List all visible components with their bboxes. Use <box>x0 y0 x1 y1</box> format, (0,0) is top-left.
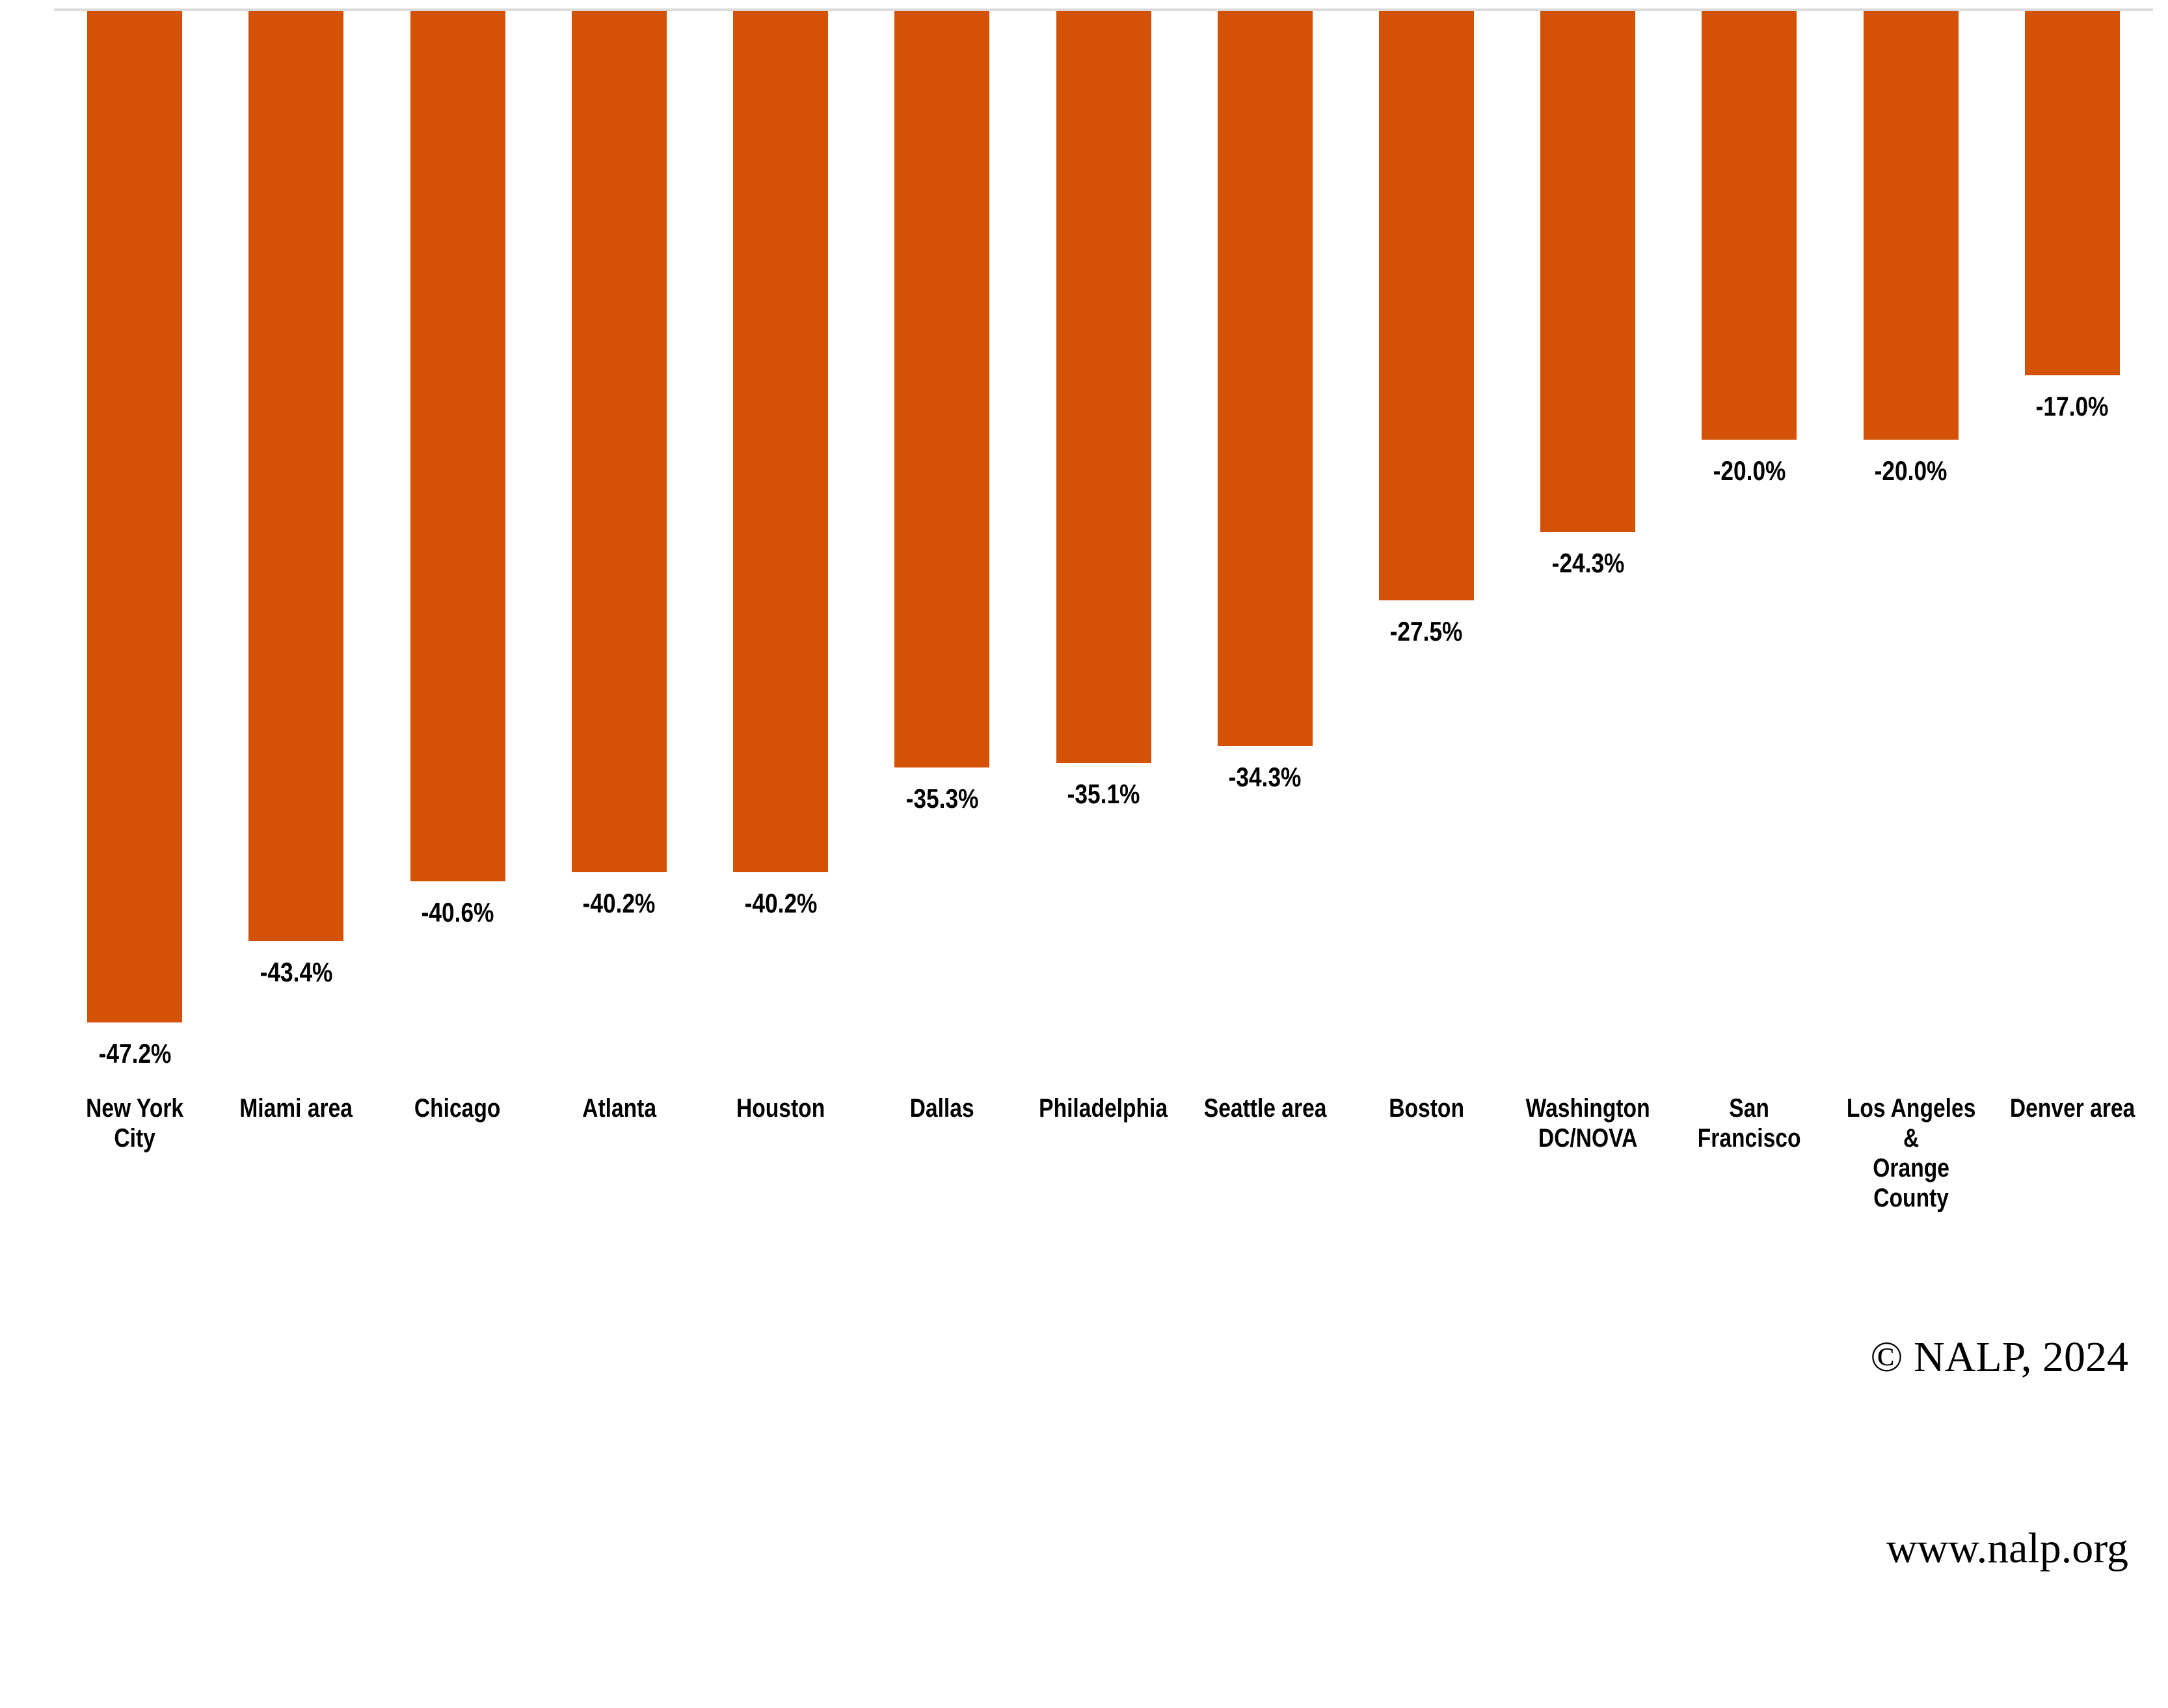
bar-value-label: -20.0% <box>1874 455 1947 486</box>
bar <box>894 11 990 767</box>
copyright-text: © NALP, 2024 <box>1870 1333 2128 1381</box>
bar-column: -20.0% <box>1830 11 1992 485</box>
bar <box>1540 11 1636 532</box>
bar-value-label: -47.2% <box>98 1038 172 1069</box>
category-label: Washington DC/NOVA <box>1525 1094 1650 1153</box>
bar-column: -43.4% <box>215 11 377 987</box>
bar-value-label: -27.5% <box>1390 616 1463 647</box>
chart-footer: © NALP, 2024 www.nalp.org <box>1870 1198 2128 1708</box>
bar-column: -35.3% <box>861 11 1023 813</box>
category-labels-row: New York City Miami area Chicago Atlanta Hou… <box>54 1093 2153 1213</box>
category-label: Chicago <box>414 1094 501 1123</box>
bar-column: -47.2% <box>54 11 215 1068</box>
bar <box>733 11 829 872</box>
bar-value-label: -40.2% <box>582 888 656 918</box>
bar <box>1863 11 1959 440</box>
zero-axis-line <box>54 8 2153 11</box>
bar <box>1378 11 1474 600</box>
bar-value-label: -40.6% <box>421 897 494 927</box>
category-label: Denver area <box>2009 1094 2135 1123</box>
bar <box>1217 11 1313 746</box>
bar-value-label: -17.0% <box>2036 391 2109 421</box>
bar-value-label: -34.3% <box>1228 762 1302 792</box>
category-label: Miami area <box>239 1094 353 1123</box>
bar <box>1702 11 1797 440</box>
bar <box>410 11 505 881</box>
bar-value-label: -24.3% <box>1551 548 1625 578</box>
bar-column: -27.5% <box>1346 11 1507 646</box>
bar-column: -40.2% <box>539 11 700 918</box>
bar-column: -24.3% <box>1507 11 1668 578</box>
bar-column: -35.1% <box>1023 11 1184 808</box>
bar <box>87 11 183 1022</box>
bar <box>2024 11 2120 375</box>
category-label: Dallas <box>909 1094 974 1123</box>
bar <box>248 11 344 941</box>
category-label: Boston <box>1389 1094 1464 1123</box>
bar-column: -40.6% <box>377 11 538 927</box>
bar-column: -20.0% <box>1668 11 1830 485</box>
bar-chart: -47.2% -43.4% -40.6% -40.2% -40.2% -35.3% -35.… <box>54 8 2153 1572</box>
category-label: Philadelphia <box>1039 1094 1168 1123</box>
bar <box>571 11 667 872</box>
bar-value-label: -40.2% <box>744 888 817 918</box>
bar-value-label: -43.4% <box>260 957 333 987</box>
category-label: Seattle area <box>1203 1094 1327 1123</box>
bars-row: -47.2% -43.4% -40.6% -40.2% -40.2% -35.3% -35.… <box>54 11 2153 1068</box>
bar-column: -34.3% <box>1184 11 1346 792</box>
bar <box>1056 11 1151 763</box>
bar-value-label: -35.1% <box>1067 779 1140 809</box>
website-text: www.nalp.org <box>1886 1525 2128 1572</box>
category-label: Los Angeles & Orange County <box>1846 1094 1975 1212</box>
bar-value-label: -20.0% <box>1713 455 1786 486</box>
bar-value-label: -35.3% <box>905 783 979 814</box>
category-label: Houston <box>736 1094 825 1123</box>
category-label: Atlanta <box>582 1094 656 1123</box>
category-label: New York City <box>86 1094 184 1153</box>
bar-column: -17.0% <box>1992 11 2153 421</box>
bar-column: -40.2% <box>700 11 861 918</box>
category-label: San Francisco <box>1698 1094 1801 1153</box>
